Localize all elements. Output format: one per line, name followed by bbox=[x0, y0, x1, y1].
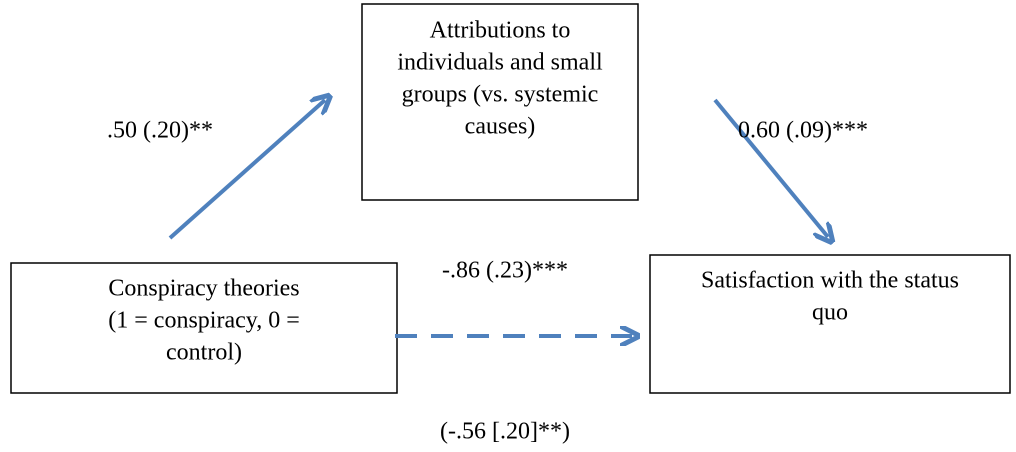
node-label: causes) bbox=[465, 114, 536, 140]
arrow bbox=[713, 98, 828, 237]
node-box bbox=[649, 254, 1011, 394]
edge-label: .50 (.20)** bbox=[107, 118, 213, 144]
node-label: control) bbox=[166, 340, 242, 366]
node-label: quo bbox=[812, 300, 848, 326]
edge-label: (-.56 [.20]**) bbox=[440, 419, 570, 445]
node-box bbox=[361, 3, 639, 201]
node-label: individuals and small bbox=[397, 50, 603, 76]
node-label: Satisfaction with the status bbox=[701, 268, 959, 294]
arrow bbox=[168, 100, 325, 240]
edge-label: -.86 (.23)*** bbox=[442, 258, 568, 284]
node-label: Conspiracy theories bbox=[108, 276, 299, 302]
node-label: Attributions to bbox=[430, 18, 571, 44]
node-label: groups (vs. systemic bbox=[402, 82, 599, 108]
node-box bbox=[10, 262, 398, 394]
node-label: (1 = conspiracy, 0 = bbox=[108, 308, 299, 334]
edge-label: 0.60 (.09)*** bbox=[738, 118, 868, 144]
